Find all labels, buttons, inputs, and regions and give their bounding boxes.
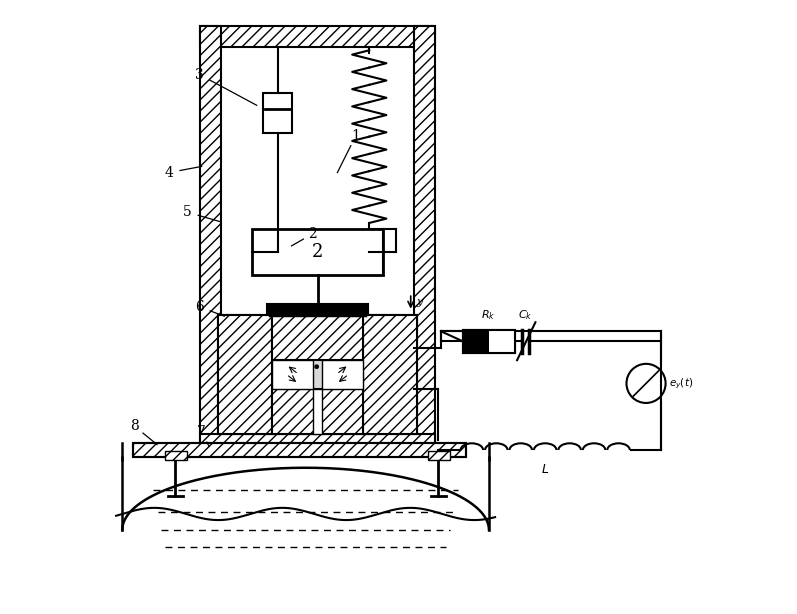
Bar (218, 314, 417, 434)
Text: $L$: $L$ (541, 464, 549, 476)
Bar (463, 330, 515, 353)
Text: 7: 7 (197, 426, 206, 439)
Text: 2: 2 (308, 227, 317, 241)
Text: $C_k$: $C_k$ (518, 308, 533, 322)
Text: $R_k$: $R_k$ (481, 308, 496, 322)
Bar (200, 26, 435, 47)
Bar (428, 451, 450, 460)
Bar (165, 451, 187, 460)
Bar (272, 360, 313, 389)
Bar (267, 304, 367, 314)
Text: 3: 3 (195, 68, 204, 82)
Bar (463, 330, 515, 353)
Text: 2: 2 (312, 243, 324, 261)
Bar (132, 443, 465, 457)
Text: 8: 8 (130, 419, 139, 433)
Text: 4: 4 (165, 166, 174, 179)
Bar (222, 47, 414, 434)
Bar (252, 229, 383, 275)
Bar (200, 434, 435, 445)
Text: 1: 1 (351, 129, 360, 143)
Bar (272, 314, 363, 360)
Bar (132, 443, 465, 457)
Bar (489, 330, 515, 353)
Bar (272, 389, 363, 434)
Text: $e_y(t)$: $e_y(t)$ (669, 376, 693, 391)
Bar (322, 360, 363, 389)
Bar (414, 26, 435, 445)
Bar (263, 93, 292, 133)
Text: y: y (417, 297, 423, 308)
Text: 5: 5 (183, 205, 192, 219)
Polygon shape (122, 457, 489, 530)
Bar (313, 389, 322, 434)
Bar (363, 314, 417, 434)
Bar (272, 360, 313, 389)
Bar (200, 26, 222, 445)
Bar (218, 314, 272, 434)
Bar (322, 360, 363, 389)
Text: 6: 6 (195, 300, 204, 314)
